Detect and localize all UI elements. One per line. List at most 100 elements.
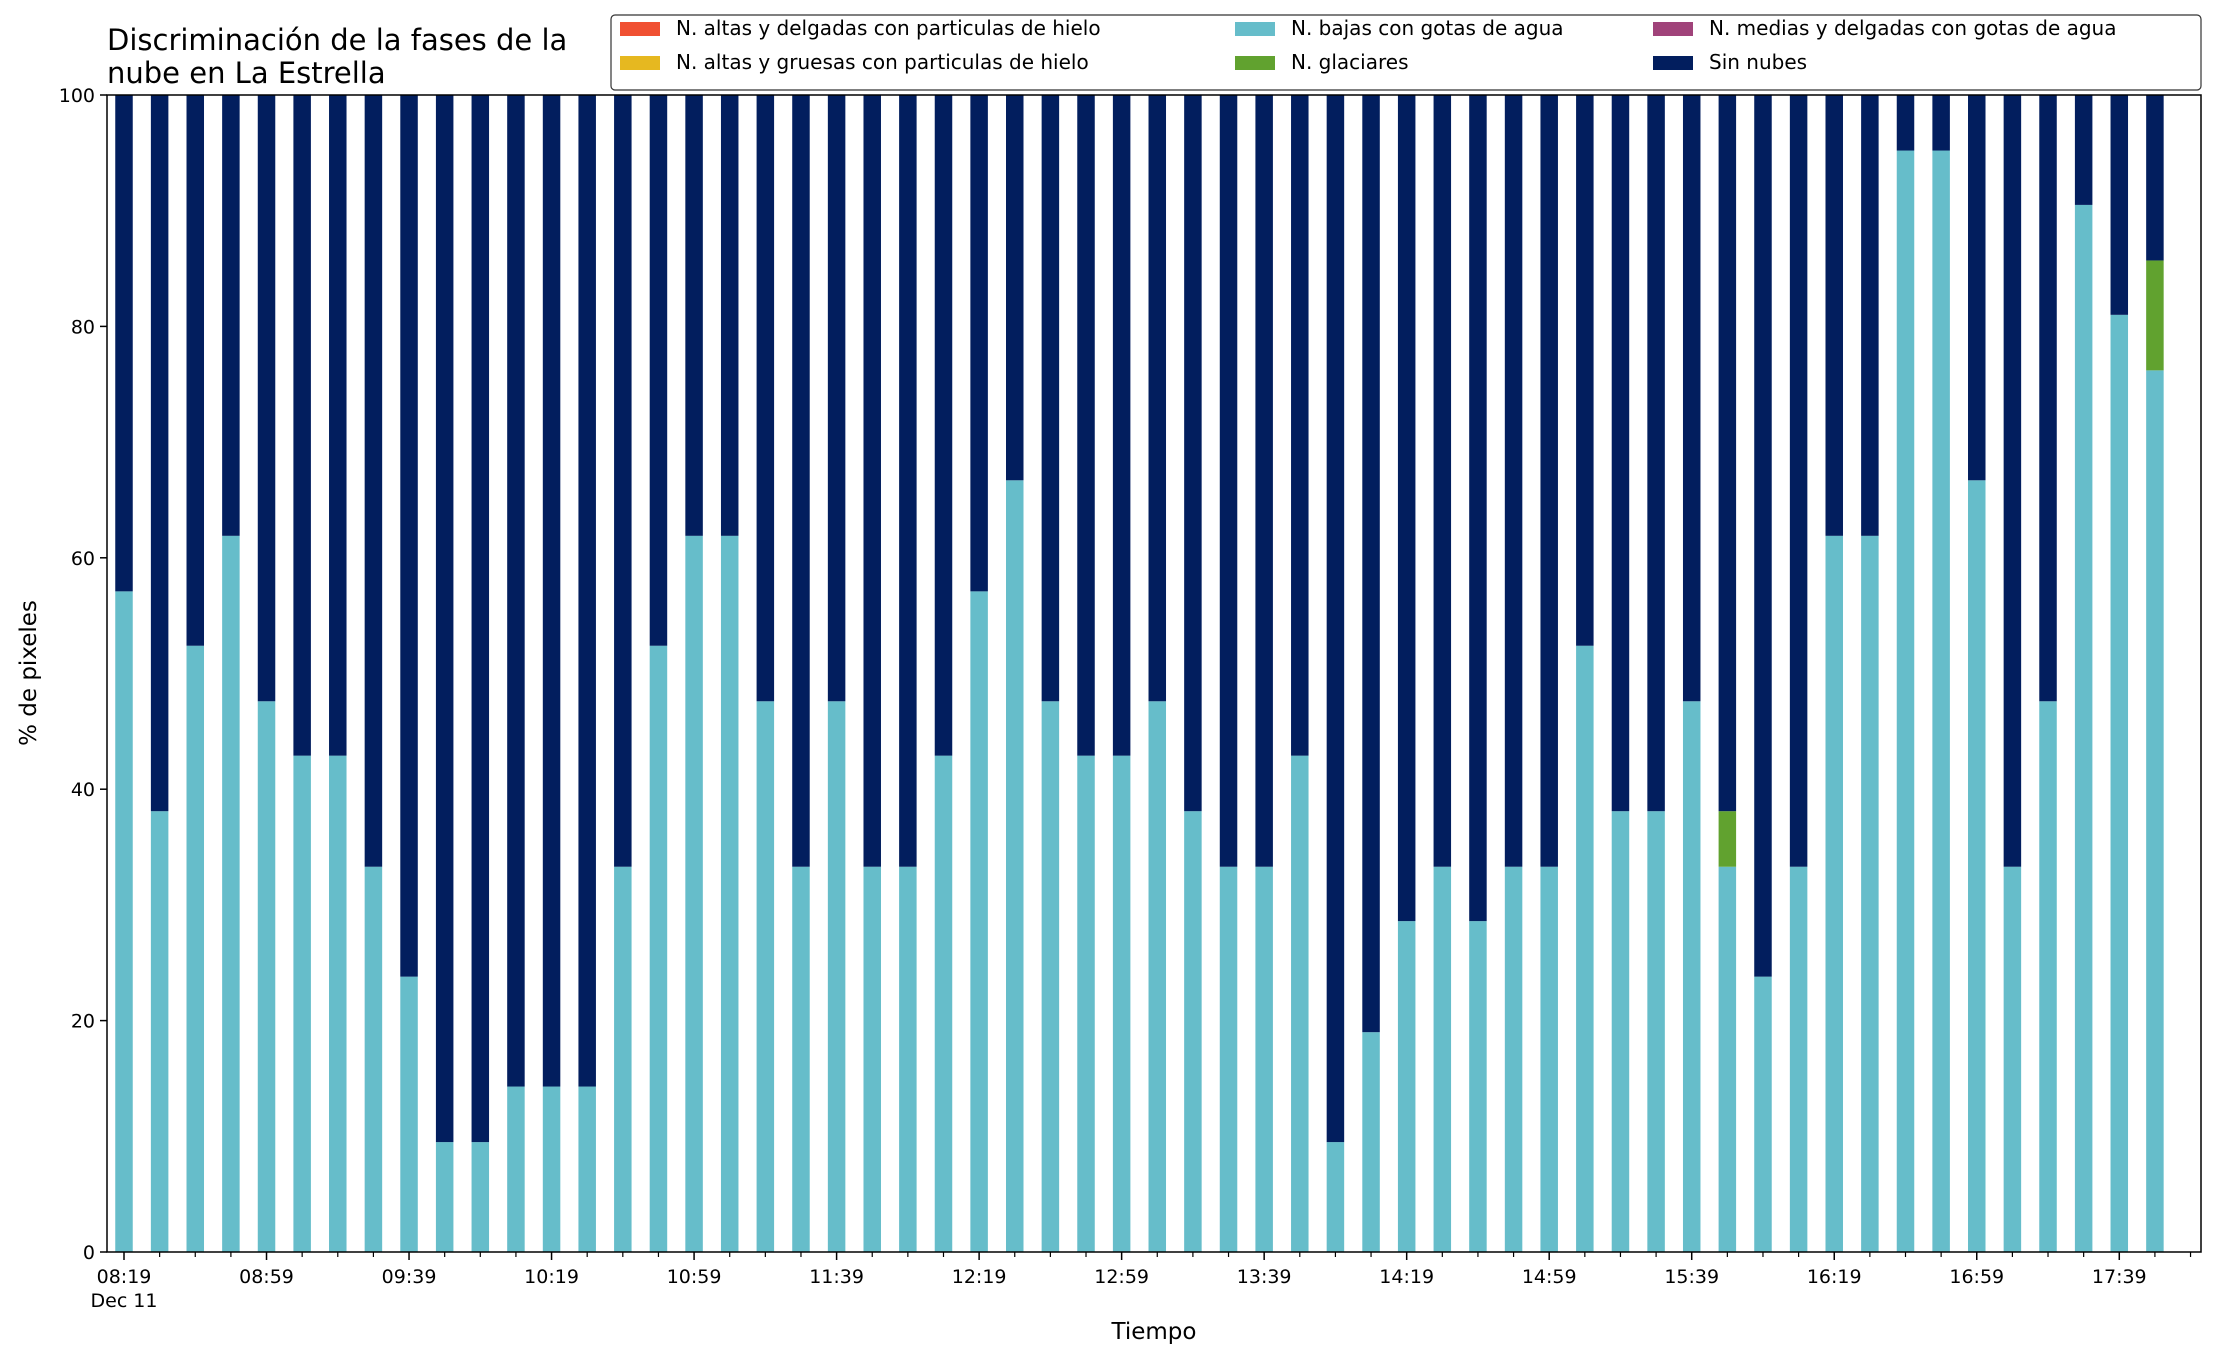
bar-segment-51-series-5	[1932, 95, 1950, 151]
y-tick-label: 60	[71, 548, 95, 570]
bar-segment-6-series-2	[329, 755, 347, 1252]
bar-segment-36-series-5	[1397, 95, 1416, 922]
bar-segment-27-series-2	[1077, 755, 1095, 1252]
x-tick-label: 11:39	[809, 1266, 864, 1288]
bar-segment-24-series-2	[970, 591, 988, 1252]
legend-swatch	[1653, 22, 1693, 36]
legend-frame	[610, 14, 2202, 91]
x-tick-label: 14:19	[1379, 1266, 1434, 1288]
bar-segment-39-series-2	[1504, 866, 1523, 1252]
bar-segment-9-series-5	[435, 95, 454, 1143]
bar-segment-1-series-5	[150, 95, 169, 812]
bar-segment-45-series-2	[1718, 866, 1737, 1252]
bar-segment-25-series-5	[1006, 95, 1024, 481]
bar-segment-35-series-5	[1362, 95, 1380, 1033]
x-tick-label: 12:19	[952, 1266, 1007, 1288]
legend: N. altas y delgadas con particulas de hi…	[610, 14, 2202, 91]
bar-segment-11-series-2	[507, 1086, 525, 1252]
bar-segment-19-series-2	[792, 866, 810, 1252]
bar-segment-55-series-5	[2074, 95, 2093, 205]
legend-label: N. glaciares	[1291, 50, 1409, 74]
bar-segment-31-series-5	[1219, 95, 1238, 867]
legend-swatch	[620, 22, 660, 36]
bar-segment-11-series-5	[507, 95, 525, 1087]
bar-segment-46-series-2	[1754, 976, 1772, 1252]
bar-segment-17-series-5	[720, 95, 739, 536]
bar-segment-20-series-2	[827, 701, 846, 1252]
bar-segment-52-series-5	[1968, 95, 1986, 481]
x-tick-label: 12:59	[1094, 1266, 1149, 1288]
bar-segment-48-series-2	[1825, 535, 1843, 1252]
chart-title-line-2: nube en La Estrella	[107, 56, 386, 90]
bar-segment-51-series-2	[1932, 150, 1950, 1252]
bar-segment-10-series-2	[471, 1142, 490, 1252]
bar-segment-39-series-5	[1504, 95, 1523, 867]
bar-segment-18-series-2	[756, 701, 775, 1252]
bar-segment-33-series-5	[1291, 95, 1309, 756]
bar-segment-12-series-2	[542, 1086, 561, 1252]
plot-frame	[106, 94, 2202, 1253]
bar-segment-32-series-5	[1255, 95, 1273, 867]
bar-segment-0-series-5	[115, 95, 133, 592]
bar-segment-22-series-2	[899, 866, 917, 1252]
bar-segment-2-series-2	[186, 645, 205, 1252]
bar-segment-26-series-5	[1041, 95, 1060, 702]
bar-segment-55-series-2	[2074, 204, 2093, 1252]
legend-swatch	[1653, 56, 1693, 70]
bar-segment-44-series-5	[1682, 95, 1701, 702]
bar-segment-5-series-2	[293, 755, 311, 1252]
x-tick-label: 13:39	[1237, 1266, 1292, 1288]
bar-segment-57-series-3	[2146, 260, 2164, 371]
bar-segment-36-series-2	[1397, 921, 1416, 1252]
bar-segment-54-series-5	[2039, 95, 2057, 702]
bar-segment-57-series-5	[2146, 95, 2164, 261]
chart-title-line-1: Discriminación de la fases de la	[107, 23, 567, 57]
bar-segment-8-series-5	[400, 95, 418, 977]
bar-segment-49-series-2	[1861, 535, 1879, 1252]
bar-segment-33-series-2	[1291, 755, 1309, 1252]
legend-label: N. bajas con gotas de agua	[1291, 16, 1564, 40]
bar-segment-13-series-2	[578, 1086, 596, 1252]
legend-swatch	[1235, 22, 1275, 36]
bar-segment-0-series-2	[115, 591, 133, 1252]
legend-label: N. altas y gruesas con particulas de hie…	[676, 50, 1089, 74]
bar-segment-47-series-5	[1789, 95, 1808, 867]
bar-segment-7-series-2	[364, 866, 383, 1252]
bar-segment-48-series-5	[1825, 95, 1843, 536]
bar-segment-3-series-5	[222, 95, 240, 536]
y-axis: 0 20 40 60 80 100	[59, 85, 107, 1264]
legend-label: N. medias y delgadas con gotas de agua	[1709, 16, 2117, 40]
bar-segment-44-series-2	[1682, 701, 1701, 1252]
bar-segment-42-series-2	[1611, 811, 1630, 1252]
bar-segment-4-series-5	[257, 95, 276, 702]
bar-segment-17-series-2	[720, 535, 739, 1252]
bar-segment-29-series-2	[1148, 701, 1167, 1252]
bar-segment-41-series-5	[1576, 95, 1594, 646]
bar-segment-6-series-5	[329, 95, 347, 756]
bar-segment-15-series-2	[649, 645, 668, 1252]
x-tick-label: 08:59	[239, 1266, 294, 1288]
bar-segment-31-series-2	[1219, 866, 1238, 1252]
bar-segment-20-series-5	[827, 95, 846, 702]
x-tick-label: 16:19	[1807, 1266, 1862, 1288]
legend-label: Sin nubes	[1709, 50, 1807, 74]
bar-segment-12-series-5	[542, 95, 561, 1087]
bar-segment-16-series-2	[685, 535, 703, 1252]
bar-segment-18-series-5	[756, 95, 775, 702]
bar-segment-28-series-2	[1112, 755, 1131, 1252]
x-tick-sublabel: Dec 11	[91, 1290, 158, 1312]
y-tick-label: 80	[71, 316, 95, 338]
y-tick-label: 20	[71, 1011, 95, 1033]
bar-segment-21-series-5	[863, 95, 881, 867]
bar-segment-53-series-2	[2003, 866, 2022, 1252]
legend-swatch	[620, 56, 660, 70]
bar-segment-53-series-5	[2003, 95, 2022, 867]
bar-segment-37-series-5	[1433, 95, 1452, 867]
bar-segment-10-series-5	[471, 95, 490, 1143]
bar-segment-45-series-3	[1718, 811, 1737, 867]
bar-segment-3-series-2	[222, 535, 240, 1252]
bar-segment-50-series-5	[1896, 95, 1915, 151]
x-axis-label: Tiempo	[1111, 1319, 1197, 1345]
bar-segment-57-series-2	[2146, 370, 2164, 1252]
